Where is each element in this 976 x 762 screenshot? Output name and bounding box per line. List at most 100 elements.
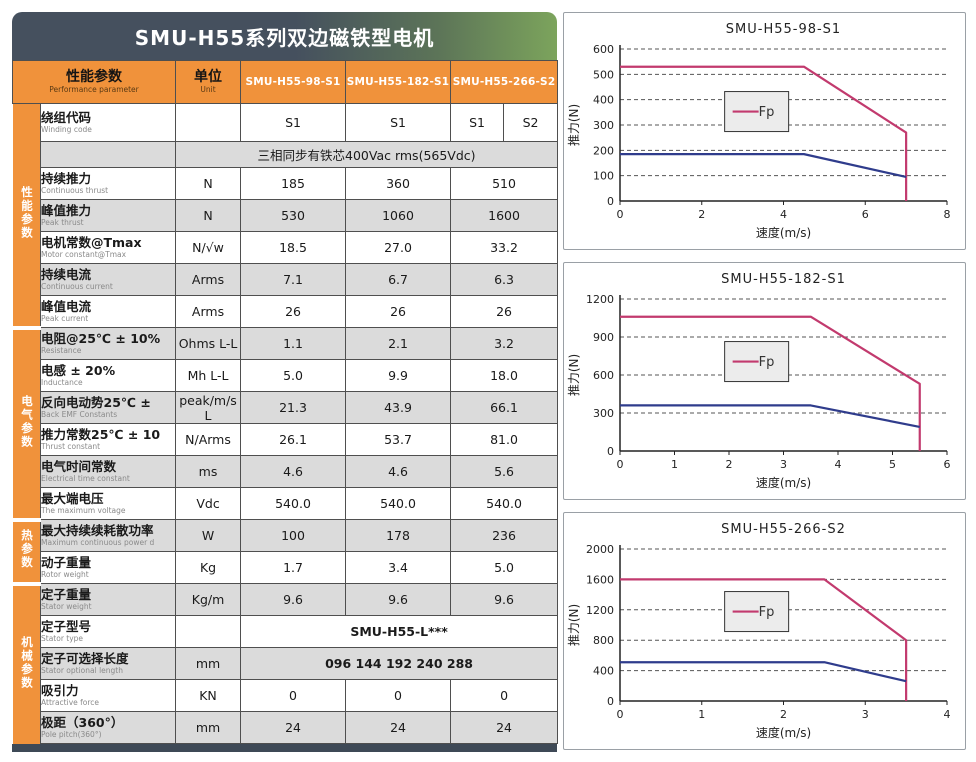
series-fp (620, 65, 908, 201)
unit-cell: Mh L-L (175, 359, 242, 392)
value-cell: 24 (345, 711, 452, 744)
series-fc (620, 661, 907, 683)
unit-cell: mm (175, 647, 242, 680)
y-tick-label: 1200 (586, 293, 614, 306)
value-cell: 096 144 192 240 288 (240, 647, 559, 680)
title-banner: SMU-H55系列双边磁铁型电机 (12, 12, 557, 60)
value-cell: 5.0 (450, 551, 559, 584)
x-tick-label: 2 (726, 458, 733, 471)
x-tick-label: 5 (889, 458, 896, 471)
value-cell: 1.1 (240, 327, 347, 360)
value-cell: 5.6 (450, 455, 559, 488)
value-cell: 26 (240, 295, 347, 328)
header-unit-en: Unit (200, 84, 216, 94)
value-cell: 3.2 (450, 327, 559, 360)
value-cell: 100 (240, 519, 347, 552)
header-model-2: SMU-H55-182-S1 (345, 60, 452, 104)
param-name: 峰值电流 Peak current (39, 295, 177, 328)
param-name (39, 141, 177, 168)
series-fp (620, 315, 921, 451)
series-fc (620, 404, 920, 429)
unit-cell: Kg (175, 551, 242, 584)
value-cell: 510 (450, 167, 559, 200)
value-cell: 4.6 (240, 455, 347, 488)
value-cell: 6.7 (345, 263, 452, 296)
header-param-en: Performance parameter (49, 84, 139, 94)
legend-label: Fp (759, 355, 775, 370)
table-row: 峰值电流 Peak current Arms 26 26 26 (12, 295, 559, 328)
header-unit: 单位 Unit (175, 60, 242, 104)
param-name: 持续推力 Continuous thrust (39, 167, 177, 200)
value-cell: 27.0 (345, 231, 452, 264)
y-tick-label: 500 (593, 68, 614, 81)
param-name: 吸引力 Attractive force (39, 679, 177, 712)
chart-title: SMU-H55-98-S1 (726, 22, 841, 37)
value-cell: 9.6 (450, 583, 559, 616)
param-name: 电机常数@Tmax Motor constant@Tmax (39, 231, 177, 264)
unit-cell: Vdc (175, 487, 242, 520)
header-param-cn: 性能参数 (66, 69, 122, 86)
param-name: 电气时间常数 Electrical time constant (39, 455, 177, 488)
value-cell: 540.0 (240, 487, 347, 520)
value-cell: 540.0 (450, 487, 559, 520)
value-cell: 53.7 (345, 423, 452, 456)
x-tick-label: 4 (780, 208, 787, 221)
x-tick-label: 3 (862, 708, 869, 721)
param-group-label: 机械参数 (12, 581, 41, 744)
y-tick-label: 900 (593, 331, 614, 344)
table-row: 吸引力 Attractive force KN 0 0 0 (12, 679, 559, 712)
table-row: 电气时间常数 Electrical time constant ms 4.6 4.6 5.… (12, 455, 559, 488)
y-tick-label: 400 (593, 94, 614, 107)
value-cell: 1600 (450, 199, 559, 232)
x-tick-label: 2 (780, 708, 787, 721)
y-tick-label: 0 (607, 195, 614, 208)
unit-cell: KN (175, 679, 242, 712)
param-name: 极距（360°） Pole pitch(360°) (39, 711, 177, 744)
value-cell: 6.3 (450, 263, 559, 296)
unit-cell (175, 615, 242, 648)
y-tick-label: 300 (593, 119, 614, 132)
table-row: 推力常数25℃ ± 10 Thrust constant N/Arms 26.1 53.… (12, 423, 559, 456)
x-tick-label: 0 (617, 458, 624, 471)
table-row: 机械参数 定子重量 Stator weight Kg/m 9.6 9.6 9.6 (12, 581, 559, 744)
value-cell: 18.0 (450, 359, 559, 392)
value-cell: 43.9 (345, 391, 452, 424)
y-tick-label: 400 (593, 665, 614, 678)
param-name: 持续电流 Continuous current (39, 263, 177, 296)
param-name: 定子型号 Stator type (39, 615, 177, 648)
x-tick-label: 6 (944, 458, 951, 471)
thrust-speed-chart: SMU-H55-182-S1 0 300 600 900 1200 0 1 2 3 4 5 6 推力(N)… (567, 272, 951, 490)
x-tick-label: 6 (862, 208, 869, 221)
table-row: 持续推力 Continuous thrust N 185 360 510 (12, 167, 559, 200)
x-axis-label: 速度(m/s) (756, 725, 811, 740)
value-cell: 5.0 (240, 359, 347, 392)
x-tick-label: 4 (835, 458, 842, 471)
unit-cell: W (175, 519, 242, 552)
x-tick-label: 8 (944, 208, 951, 221)
chart-title: SMU-H55-266-S2 (721, 522, 846, 537)
table-row: 极距（360°） Pole pitch(360°) mm 24 24 24 (12, 711, 559, 744)
value-cell: S1 (450, 103, 505, 142)
param-name: 推力常数25℃ ± 10 Thrust constant (39, 423, 177, 456)
value-cell: 26 (450, 295, 559, 328)
param-name: 反向电动势25℃ ± Back EMF Constants (39, 391, 177, 424)
table-row: 定子型号 Stator type SMU-H55-L*** (12, 615, 559, 648)
chart-panel: SMU-H55-182-S1 0 300 600 900 1200 0 1 2 3 4 5 6 推力(N)… (563, 262, 966, 500)
unit-cell: Ohms L-L (175, 327, 242, 360)
value-cell: 66.1 (450, 391, 559, 424)
table-row: 三相同步有铁芯400Vac rms(565Vdc) (12, 141, 559, 168)
table-row: 电气参数 电阻@25℃ ± 10% Resistance Ohms L-L 1.1 2.1… (12, 325, 559, 520)
param-group-label: 热参数 (12, 517, 41, 584)
value-cell: 4.6 (345, 455, 452, 488)
value-cell: 0 (450, 679, 559, 712)
table-row: 最大端电压 The maximum voltage Vdc 540.0 540.0 540… (12, 487, 559, 520)
value-cell: 18.5 (240, 231, 347, 264)
legend-label: Fp (759, 105, 775, 120)
chart-panel: SMU-H55-266-S2 0 400 800 1200 1600 2000 0 1 2 3 4 推力… (563, 512, 966, 750)
x-tick-label: 0 (617, 708, 624, 721)
value-cell: 24 (240, 711, 347, 744)
value-cell: S2 (503, 103, 559, 142)
value-cell: 530 (240, 199, 347, 232)
value-cell: S1 (240, 103, 347, 142)
param-name: 定子重量 Stator weight (39, 583, 177, 616)
